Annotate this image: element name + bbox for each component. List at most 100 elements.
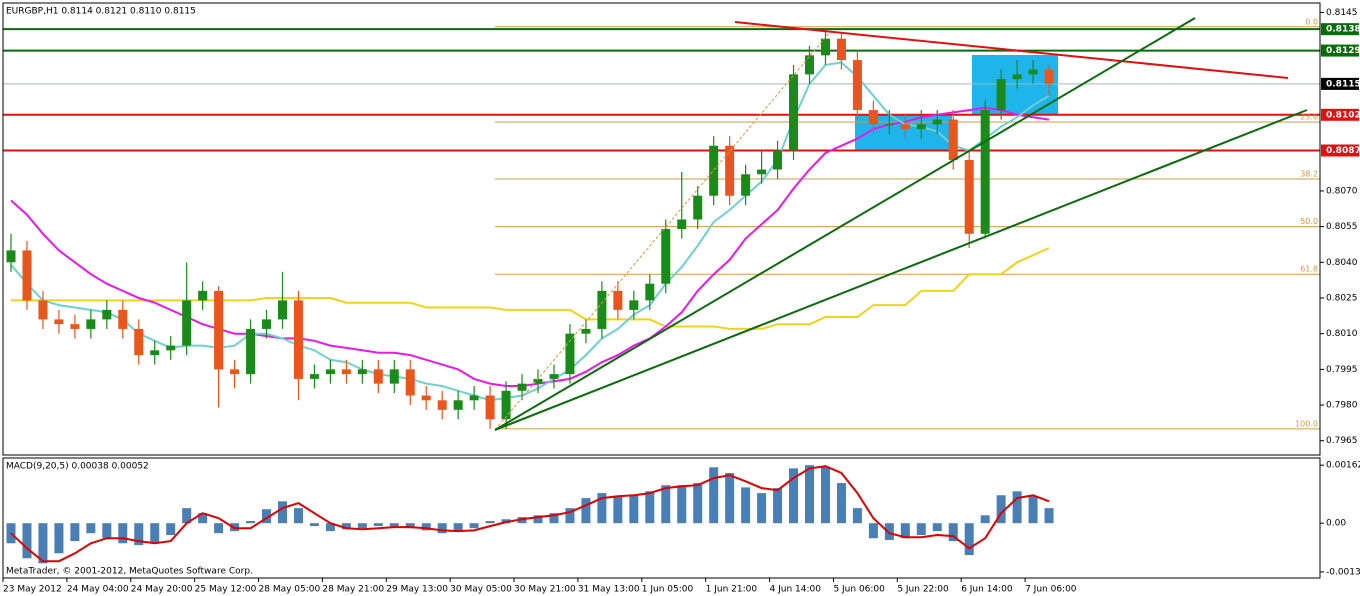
macd-bar (964, 523, 974, 556)
x-tick-label: 24 May 04:00 (67, 585, 129, 595)
price-label-box (1321, 77, 1359, 90)
candle-body (309, 374, 319, 379)
x-tick-label: 30 May 05:00 (450, 585, 512, 595)
candle-body (852, 60, 862, 111)
macd-title: MACD(9,20,5) 0.00038 0.00052 (6, 462, 149, 472)
fib-label: 23.6 (1300, 112, 1318, 121)
candle-body (325, 369, 335, 375)
candle-body (549, 374, 559, 379)
candle-body (996, 79, 1006, 111)
x-tick-label: 25 May 12:00 (195, 585, 257, 595)
macd-bar (948, 523, 958, 542)
macd-bar (405, 523, 415, 529)
candle-body (533, 378, 543, 384)
candle-body (70, 324, 80, 329)
macd-bar (900, 523, 910, 539)
x-tick-label: 31 May 13:00 (578, 585, 640, 595)
macd-bar (836, 483, 846, 524)
candle-body (884, 124, 894, 126)
x-tick-label: 5 Jun 22:00 (897, 585, 949, 595)
candle-body (54, 319, 64, 325)
macd-bar (725, 473, 735, 524)
price-label: 0.8138 (1326, 25, 1360, 35)
price-label-box (1321, 23, 1359, 36)
candle-body (517, 383, 527, 391)
macd-bar (437, 523, 447, 534)
macd-bar (341, 523, 351, 530)
x-tick-label: 1 Jun 05:00 (642, 585, 694, 595)
macd-bar (613, 496, 623, 524)
y-tick-label: 0.8025 (1326, 293, 1358, 303)
macd-bar (389, 523, 399, 528)
fib-label: 0.0 (1305, 17, 1318, 26)
candle-body (677, 219, 687, 229)
y-tick-label: 0.8010 (1326, 329, 1358, 339)
x-tick-label: 28 May 05:00 (259, 585, 321, 595)
candle-body (421, 395, 431, 401)
chart-title: EURGBP,H1 0.8114 0.8121 0.8110 0.8115 (6, 7, 196, 17)
candle-body (118, 309, 128, 329)
macd-bar (325, 523, 335, 532)
macd-bar (277, 501, 287, 524)
x-tick-label: 24 May 20:00 (131, 585, 193, 595)
candle-body (198, 290, 208, 301)
macd-bar (916, 523, 926, 536)
candle-body (741, 174, 751, 196)
y-tick-label: 0.8070 (1326, 186, 1358, 196)
macd-bar (118, 523, 128, 544)
x-tick-label: 6 Jun 14:00 (961, 585, 1013, 595)
macd-bar (469, 523, 479, 529)
macd-bar (868, 523, 878, 539)
x-tick-label: 5 Jun 06:00 (833, 585, 885, 595)
candle-body (22, 250, 32, 301)
x-tick-label: 7 Jun 06:00 (1025, 585, 1077, 595)
candle-body (166, 345, 176, 351)
candle-body (613, 290, 623, 310)
macd-bar (54, 523, 64, 554)
macd-bar (421, 523, 431, 531)
candle-body (102, 309, 112, 320)
macd-bar (549, 513, 559, 524)
x-tick-label: 4 Jun 14:00 (770, 585, 822, 595)
macd-bar (789, 468, 799, 524)
x-tick-label: 30 May 21:00 (514, 585, 576, 595)
trend-line (494, 17, 1196, 431)
candle-body (230, 369, 240, 375)
candle-body (725, 145, 735, 196)
macd-bar (980, 515, 990, 524)
y-tick-label: 0.8040 (1326, 258, 1358, 268)
macd-bar (709, 467, 719, 524)
price-label-box (1321, 144, 1359, 157)
candle-body (469, 395, 479, 401)
candle-body (693, 195, 703, 220)
macd-bar (852, 508, 862, 524)
candle-body (1012, 74, 1022, 80)
moving-average (10, 61, 1050, 402)
y-tick-label: 0.00162 (1326, 461, 1360, 471)
candle-body (437, 400, 447, 410)
macd-bar (166, 523, 176, 536)
candle-body (293, 300, 303, 379)
fib-label: 38.2 (1300, 170, 1318, 179)
fib-trend (494, 31, 831, 431)
candle-body (485, 395, 495, 420)
candle-body (805, 55, 814, 75)
macd-bar (581, 498, 591, 524)
macd-bar (693, 483, 703, 524)
fib-label: 50.0 (1300, 217, 1318, 226)
macd-bar (661, 485, 671, 524)
macd-bar (182, 508, 192, 524)
y-tick-label: -0.00136 (1326, 567, 1360, 577)
fib-label: 100.0 (1295, 419, 1318, 428)
candle-body (836, 38, 846, 61)
candle-body (773, 150, 783, 170)
trend-lines (494, 17, 1308, 431)
macd-bar (1028, 496, 1038, 524)
candle-body (134, 328, 144, 356)
candle-body (389, 369, 399, 384)
box (972, 55, 1058, 115)
candle-body (932, 119, 942, 125)
candle-body (757, 169, 767, 175)
candle-body (150, 350, 160, 356)
